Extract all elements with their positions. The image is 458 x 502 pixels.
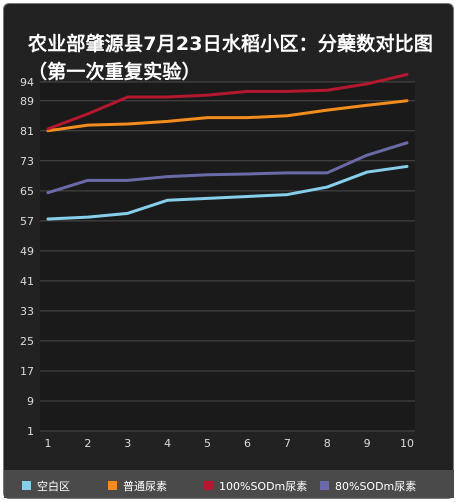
series-line-2 (46, 99, 409, 133)
x-tick-label: 10 (400, 437, 414, 450)
y-tick-label: 57 (20, 215, 34, 228)
y-tick-label: 33 (20, 305, 34, 318)
x-tick-label: 8 (324, 437, 331, 450)
x-tick-label: 6 (244, 437, 251, 450)
y-tick-label: 25 (20, 335, 34, 348)
y-tick-label: 1 (27, 425, 34, 438)
y-tick-label: 89 (20, 95, 34, 108)
legend-background (4, 470, 454, 498)
x-tick-label: 9 (364, 437, 371, 450)
y-tick-label: 9 (27, 395, 34, 408)
x-tick-label: 5 (204, 437, 211, 450)
chart-title: 农业部肇源县7月23日水稻小区：分蘖数对比图（第一次重复实验） (28, 33, 434, 83)
y-tick-label: 65 (20, 185, 34, 198)
x-tick-label: 3 (124, 437, 131, 450)
legend-swatch-1 (22, 481, 31, 490)
legend-swatch-4 (320, 481, 329, 490)
y-tick-label: 17 (20, 365, 34, 378)
legend-label-2: 普通尿素 (123, 479, 167, 493)
series-line-4 (46, 141, 409, 195)
x-tick-label: 4 (164, 437, 171, 450)
x-tick-label: 1 (45, 437, 52, 450)
y-tick-label: 49 (20, 245, 34, 258)
legend: 空白区 普通尿素 100%SODm尿素 80%SODm尿素 (22, 479, 416, 493)
series-line-1 (46, 164, 409, 221)
series-lines (46, 72, 409, 221)
series-line-3 (46, 72, 409, 131)
x-tick-label: 2 (84, 437, 91, 450)
plot-area (40, 82, 415, 431)
legend-label-3: 100%SODm尿素 (219, 480, 307, 493)
y-tick-label: 73 (20, 155, 34, 168)
legend-label-4: 80%SODm尿素 (335, 480, 416, 493)
legend-label-1: 空白区 (37, 479, 70, 493)
y-tick-label: 41 (20, 275, 34, 288)
y-tick-label: 94 (20, 76, 34, 89)
legend-swatch-2 (108, 481, 117, 490)
y-tick-label: 81 (20, 125, 34, 138)
x-axis-ticks: 1 2 3 4 5 6 7 8 9 10 (45, 437, 415, 450)
legend-swatch-3 (204, 481, 213, 490)
y-axis-ticks: 1 9 17 25 33 41 49 57 65 73 81 89 94 (20, 76, 34, 438)
x-tick-label: 7 (284, 437, 291, 450)
